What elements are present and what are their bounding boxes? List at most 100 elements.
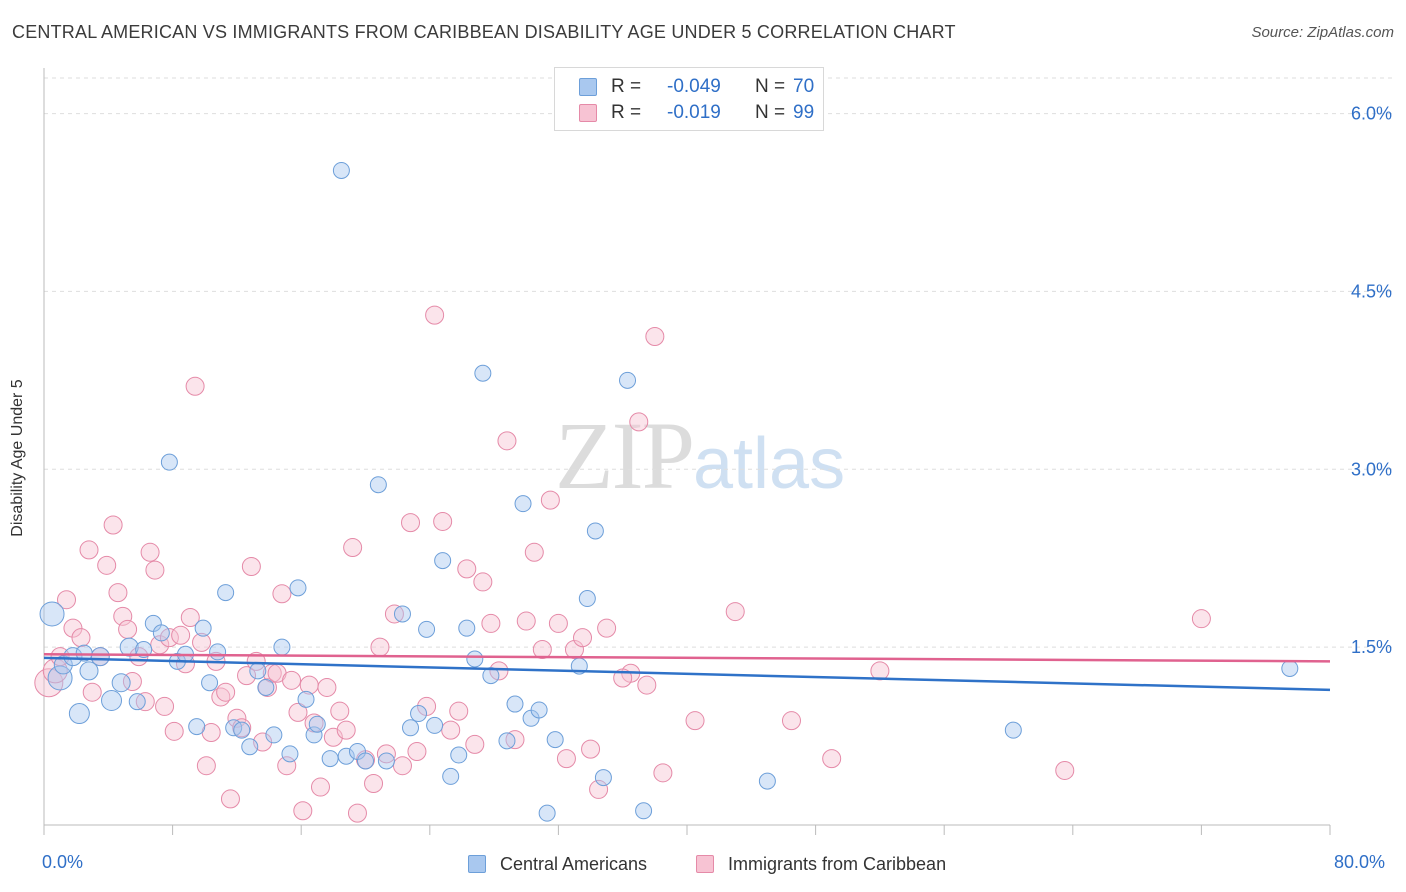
legend-swatch-caribbean (579, 104, 597, 122)
point-caribbean (532, 640, 552, 660)
point-central-americans (289, 579, 307, 597)
point-central-americans (418, 620, 436, 638)
point-central-americans (63, 647, 83, 667)
point-central-americans (498, 732, 516, 750)
point-central-americans (79, 661, 99, 681)
point-central-americans (357, 752, 374, 770)
point-caribbean (299, 675, 319, 695)
point-caribbean (685, 711, 705, 731)
point-caribbean (282, 670, 302, 690)
point-central-americans (297, 690, 315, 708)
n-value: 70 (793, 76, 815, 97)
point-caribbean (103, 515, 123, 535)
legend-item-caribbean[interactable]: Immigrants from Caribbean (696, 852, 946, 876)
point-central-americans (758, 772, 776, 790)
point-caribbean (401, 513, 421, 533)
point-caribbean (71, 628, 91, 648)
point-caribbean (407, 741, 427, 761)
point-caribbean (449, 701, 469, 721)
point-caribbean (1055, 760, 1075, 780)
point-central-americans (160, 453, 178, 471)
point-central-americans (273, 638, 291, 656)
point-central-americans (39, 601, 65, 627)
stats-legend: R = -0.049 N = 70 R = -0.019 N = 99 (554, 67, 824, 131)
point-central-americans (578, 590, 596, 608)
y-tick-label: 1.5% (1351, 637, 1392, 657)
point-caribbean (241, 557, 261, 577)
point-caribbean (140, 542, 160, 562)
legend-label: Central Americans (500, 853, 648, 874)
legend-item-central-americans[interactable]: Central Americans (468, 852, 647, 876)
point-caribbean (347, 803, 367, 823)
point-caribbean (573, 628, 593, 648)
point-caribbean (343, 538, 363, 558)
point-caribbean (185, 376, 205, 396)
point-caribbean (57, 590, 77, 610)
point-caribbean (310, 777, 330, 797)
point-central-americans (402, 719, 420, 737)
legend-label: Immigrants from Caribbean (728, 853, 947, 874)
point-caribbean (216, 682, 236, 702)
point-caribbean (63, 618, 83, 638)
point-central-americans (546, 731, 564, 749)
point-central-americans (201, 674, 219, 692)
point-caribbean (237, 666, 257, 686)
point-caribbean (725, 602, 745, 622)
point-central-americans (188, 718, 206, 736)
point-caribbean (272, 584, 292, 604)
point-central-americans (393, 605, 411, 623)
y-tick-label: 6.0% (1351, 104, 1392, 124)
point-central-americans (281, 745, 299, 763)
point-caribbean (481, 613, 501, 633)
point-central-americans (90, 647, 110, 667)
trendline-central-americans (43, 656, 1331, 692)
point-central-americans (434, 552, 452, 570)
point-caribbean (97, 555, 117, 575)
point-central-americans (377, 752, 395, 770)
point-central-americans (249, 662, 267, 680)
point-caribbean (336, 720, 356, 740)
point-central-americans (458, 619, 476, 637)
point-caribbean (540, 490, 560, 510)
point-caribbean (524, 542, 544, 562)
r-value: -0.049 (667, 76, 721, 97)
point-caribbean (376, 744, 396, 764)
point-central-americans (514, 495, 532, 513)
y-axis-label: Disability Age Under 5 (9, 379, 26, 537)
legend-swatch-caribbean (696, 855, 714, 873)
point-caribbean (171, 625, 191, 645)
point-caribbean (317, 677, 337, 697)
point-central-americans (474, 364, 492, 382)
point-central-americans (586, 522, 604, 540)
trendline-caribbean (43, 653, 1331, 663)
point-central-americans (119, 637, 139, 657)
point-caribbean (145, 560, 165, 580)
point-caribbean (629, 412, 649, 432)
point-caribbean (293, 801, 313, 821)
point-caribbean (425, 305, 445, 325)
point-caribbean (870, 661, 890, 681)
point-caribbean (288, 702, 308, 722)
point-central-americans (101, 690, 123, 711)
n-value: 99 (793, 102, 815, 123)
point-central-americans (506, 695, 524, 713)
point-central-americans (217, 584, 235, 602)
point-caribbean (180, 608, 200, 627)
point-caribbean (489, 661, 509, 681)
n-label: N = (755, 76, 786, 97)
r-label: R = (611, 76, 642, 97)
point-central-americans (538, 804, 556, 822)
point-caribbean (597, 618, 617, 638)
point-central-americans (442, 767, 460, 785)
point-caribbean (1191, 609, 1211, 629)
point-central-americans (450, 746, 468, 764)
y-tick-label: 3.0% (1351, 459, 1392, 479)
point-caribbean (581, 739, 601, 759)
point-caribbean (392, 756, 412, 776)
chart-title: CENTRAL AMERICAN VS IMMIGRANTS FROM CARI… (12, 22, 956, 42)
point-caribbean (589, 779, 609, 799)
point-caribbean (370, 637, 390, 657)
point-central-americans (466, 650, 484, 668)
point-caribbean (118, 619, 138, 639)
